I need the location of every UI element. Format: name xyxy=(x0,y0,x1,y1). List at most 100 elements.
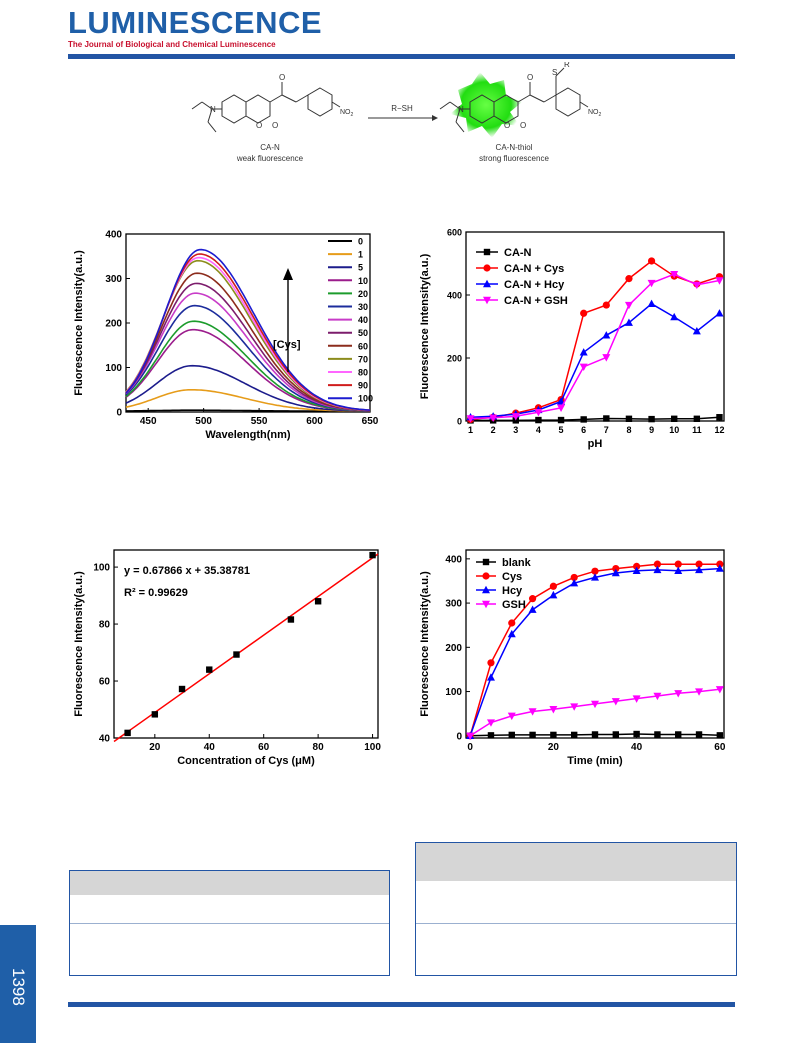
fit-line xyxy=(113,553,379,743)
data-point xyxy=(529,731,536,739)
series-line xyxy=(470,302,720,418)
table-separator xyxy=(416,923,736,924)
y-tick-label: 200 xyxy=(445,643,462,654)
product-n-atom: N xyxy=(458,105,464,114)
annotation-cys: [Cys] xyxy=(273,339,301,351)
table-box-right xyxy=(415,842,737,976)
x-tick-label: 12 xyxy=(714,425,724,435)
data-point xyxy=(486,673,495,681)
x-tick-label: 450 xyxy=(140,416,157,427)
data-point xyxy=(670,271,679,279)
legend-marker xyxy=(483,248,491,256)
data-point xyxy=(674,566,683,574)
plot-frame xyxy=(465,231,725,422)
legend-label: CA-N xyxy=(504,247,532,259)
legend-marker xyxy=(483,296,491,305)
data-point xyxy=(715,277,724,285)
x-tick-label: 80 xyxy=(313,742,325,753)
data-point xyxy=(591,567,599,575)
legend-label: 30 xyxy=(358,302,368,312)
y-tick-label: 100 xyxy=(93,563,110,574)
y-tick-label: 400 xyxy=(105,230,122,241)
reactant-no2: NO2 xyxy=(340,109,354,118)
table-header-band xyxy=(70,871,389,895)
data-point xyxy=(508,731,515,739)
data-point xyxy=(632,695,641,703)
data-point xyxy=(486,719,495,727)
x-tick-label: 40 xyxy=(631,742,643,753)
legend-label: 0 xyxy=(358,237,363,247)
data-point xyxy=(233,651,240,658)
data-point xyxy=(591,573,599,581)
data-point xyxy=(695,560,703,568)
data-point xyxy=(692,281,701,290)
chart-time-course: 0 20 40 60 0 100 200 300 400 Time (min) Fluorescen… xyxy=(419,549,726,767)
data-point xyxy=(671,415,678,422)
chart-emission-spectra: 450 500 550 600 6500100200300400Wavelength(n… xyxy=(73,230,379,442)
spectrum-line xyxy=(125,389,370,412)
data-point xyxy=(692,327,701,335)
reactant-name: CA-N xyxy=(260,143,280,152)
y-tick-label: 40 xyxy=(99,734,111,745)
data-point xyxy=(557,404,566,412)
data-point xyxy=(511,413,520,421)
data-point xyxy=(647,257,656,265)
y-axis-label: Fluorescence Intensity(a.u.) xyxy=(419,253,431,399)
increase-arrow-head xyxy=(283,268,293,280)
series-line xyxy=(470,273,720,420)
data-point xyxy=(557,416,565,424)
y-axis-label: Fluorescence Intensity(a.u.) xyxy=(73,571,85,717)
reactant-desc: weak fluorescence xyxy=(236,154,304,163)
x-tick-label: 11 xyxy=(692,425,702,435)
reaction-arrow-head xyxy=(432,115,438,121)
x-tick-label: 1 xyxy=(468,425,473,435)
data-point xyxy=(715,309,724,317)
y-tick-label: 80 xyxy=(99,620,111,631)
spectrum-line xyxy=(125,364,370,412)
x-tick-label: 2 xyxy=(491,425,496,435)
data-point xyxy=(716,732,724,739)
x-tick-label: 8 xyxy=(626,425,631,435)
legend-label: CA-N + Cys xyxy=(504,263,564,275)
data-point xyxy=(580,416,587,423)
journal-title: LUMINESCENCE xyxy=(68,5,323,40)
data-point xyxy=(466,732,475,740)
fit-equation: y = 0.67866 x + 35.38781 xyxy=(124,565,250,577)
data-point xyxy=(653,692,662,701)
data-point xyxy=(602,331,611,339)
data-point xyxy=(570,573,578,582)
data-point xyxy=(674,560,682,568)
legend-label: Cys xyxy=(502,571,522,583)
data-point xyxy=(549,706,558,714)
page-tab xyxy=(0,925,36,1043)
legend-label: 60 xyxy=(358,341,368,351)
x-tick-label: 20 xyxy=(149,742,161,753)
legend-marker xyxy=(482,558,490,566)
data-point xyxy=(580,309,588,317)
data-point xyxy=(612,564,620,573)
y-tick-label: 300 xyxy=(105,274,122,285)
data-point xyxy=(487,732,495,739)
data-point xyxy=(611,698,620,706)
data-point xyxy=(534,408,543,417)
y-tick-label: 400 xyxy=(447,291,462,301)
data-point xyxy=(124,729,131,737)
legend-label: 80 xyxy=(358,368,368,378)
header-rule xyxy=(68,54,735,59)
x-tick-label: 60 xyxy=(714,742,726,753)
table-box-left xyxy=(69,870,390,976)
product-o-ketone: O xyxy=(527,73,533,82)
data-point xyxy=(579,348,588,356)
data-point xyxy=(550,731,557,739)
data-point xyxy=(654,731,661,738)
data-point xyxy=(591,731,599,738)
legend-marker xyxy=(483,264,491,272)
data-point xyxy=(716,560,724,568)
data-point xyxy=(715,686,724,694)
y-axis-label: Fluorescence Intensity(a.u.) xyxy=(419,571,431,717)
data-point xyxy=(178,685,186,693)
data-point xyxy=(570,578,579,587)
legend-marker xyxy=(482,585,490,594)
product-o-ring: O xyxy=(504,121,510,130)
data-point xyxy=(611,568,620,577)
